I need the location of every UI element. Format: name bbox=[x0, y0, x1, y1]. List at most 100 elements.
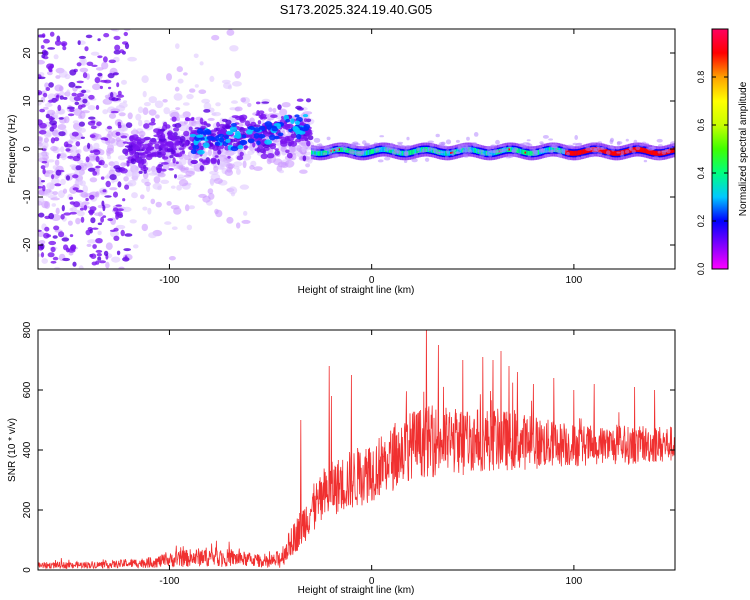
spectrogram-cell bbox=[290, 118, 295, 124]
spectrogram-cell bbox=[75, 189, 84, 193]
spectrogram-cell bbox=[69, 108, 75, 113]
spectrogram-cell bbox=[666, 149, 671, 154]
spectrogram-cell bbox=[214, 141, 221, 146]
spectrogram-cell bbox=[306, 140, 311, 147]
colorbar-tick-label: 0.8 bbox=[696, 71, 706, 84]
spectrogram-cell bbox=[45, 130, 52, 137]
spectrogram-line-core bbox=[408, 150, 412, 156]
spectrogram-line-core bbox=[401, 150, 405, 156]
spectrogram-cell bbox=[178, 147, 185, 151]
spectrogram-cell bbox=[207, 188, 214, 195]
spectrogram-cell bbox=[38, 229, 42, 232]
spectrogram-cell bbox=[85, 156, 90, 163]
spectrogram-cell bbox=[153, 151, 158, 158]
spectrogram-line-core bbox=[388, 147, 392, 153]
spectrogram-cell bbox=[69, 164, 78, 168]
spectrogram-line-core bbox=[380, 147, 384, 152]
spectrogram-cell bbox=[75, 85, 82, 89]
spectrogram-cell bbox=[71, 92, 77, 97]
spectrogram-cell bbox=[74, 209, 81, 213]
spectrogram-line-core bbox=[340, 147, 344, 152]
spectrogram-cell bbox=[272, 107, 277, 113]
spectrogram-cell bbox=[171, 136, 177, 141]
spectrogram-cell bbox=[120, 162, 127, 167]
spectrogram-cell bbox=[105, 261, 110, 269]
spectrogram-cell bbox=[211, 34, 220, 41]
spectrogram-line-peak bbox=[611, 152, 615, 155]
spectrogram-cell bbox=[43, 38, 50, 44]
spectrogram-cell bbox=[172, 148, 178, 151]
spectrogram-cell bbox=[115, 131, 121, 136]
spectrogram-cell bbox=[95, 238, 103, 244]
spectrogram-cell bbox=[294, 114, 300, 118]
spectrogram-cell bbox=[40, 252, 45, 258]
spectrogram-line-peak bbox=[450, 151, 454, 154]
spectrogram-line-core bbox=[443, 150, 447, 156]
spectrogram-cell bbox=[105, 180, 111, 188]
spectrogram-cell bbox=[263, 144, 270, 148]
spectrogram-cell bbox=[119, 49, 125, 54]
spectrogram-line-peak bbox=[584, 150, 588, 153]
spectrogram-cell bbox=[218, 123, 226, 128]
spectrogram-cell bbox=[93, 149, 101, 155]
spectrogram-cell bbox=[94, 133, 102, 140]
spectrogram-cell bbox=[109, 230, 120, 238]
spectrogram-cell bbox=[133, 244, 139, 249]
spectrogram-cell bbox=[89, 206, 97, 212]
spectrogram-cell bbox=[193, 141, 199, 146]
spectrogram-cell bbox=[328, 145, 333, 150]
spectrogram-cell bbox=[86, 243, 92, 247]
spectrogram-cell bbox=[154, 143, 160, 150]
spectrogram-cell bbox=[177, 78, 184, 84]
spectrogram-cell bbox=[620, 153, 624, 158]
spectrogram-cell bbox=[376, 147, 382, 150]
spectrogram-cell bbox=[544, 150, 550, 153]
spectrogram-cell bbox=[138, 130, 146, 137]
spectrogram-cell bbox=[191, 143, 194, 147]
spectrogram-cell bbox=[109, 229, 116, 232]
spectrogram-cell bbox=[114, 171, 121, 177]
spectrogram-cell bbox=[184, 204, 190, 212]
spectrogram-cell bbox=[517, 152, 521, 156]
spectrogram-cell bbox=[605, 155, 611, 158]
spectrogram-cell bbox=[78, 115, 83, 119]
spectrogram-cell bbox=[57, 153, 61, 157]
spectrogram-cell bbox=[142, 171, 149, 179]
spectrogram-cell bbox=[270, 114, 278, 118]
spectrogram-cell bbox=[126, 160, 130, 167]
spectrogram-cell bbox=[202, 160, 211, 166]
spectrogram-cell bbox=[254, 148, 259, 152]
spectrogram-cell bbox=[51, 178, 60, 185]
spectrogram-cell bbox=[59, 90, 65, 98]
spectrogram-cell bbox=[97, 72, 103, 77]
spectrogram-cell bbox=[362, 149, 367, 152]
spectrogram-cell bbox=[159, 128, 166, 132]
spectrogram-cell bbox=[186, 93, 194, 100]
spectrogram-line-peak bbox=[610, 151, 614, 154]
spectrogram-cell bbox=[103, 33, 110, 38]
spectrogram-cell bbox=[239, 139, 248, 146]
spectrogram-cell bbox=[577, 142, 583, 145]
spectrogram-line-peak bbox=[673, 149, 675, 152]
spectrogram-cell bbox=[227, 155, 231, 159]
spectrogram-cell bbox=[429, 143, 435, 148]
spectrogram-cell bbox=[62, 188, 68, 194]
spectrogram-line-core bbox=[370, 149, 374, 155]
spectrogram-cell bbox=[283, 138, 291, 144]
snr-ytick-label: 200 bbox=[22, 501, 33, 518]
spectrogram-cell bbox=[85, 229, 91, 236]
spectrogram-cell bbox=[92, 83, 101, 91]
spectrogram-cell bbox=[67, 155, 74, 159]
spectrogram-cell bbox=[298, 130, 306, 135]
spectrogram-line-core bbox=[550, 147, 554, 152]
spectrogram-cell bbox=[115, 224, 126, 230]
spectrogram-cell bbox=[211, 112, 217, 116]
spectrogram-cell bbox=[48, 82, 54, 88]
spectrogram-cell bbox=[589, 142, 596, 145]
spectrogram-cell bbox=[189, 133, 197, 138]
spectrogram-cell bbox=[194, 84, 199, 88]
spectrogram-cell bbox=[215, 135, 220, 142]
spectrogram-cell bbox=[625, 138, 629, 142]
spectrogram-cell bbox=[84, 46, 89, 52]
spectrogram-cell bbox=[63, 116, 70, 124]
